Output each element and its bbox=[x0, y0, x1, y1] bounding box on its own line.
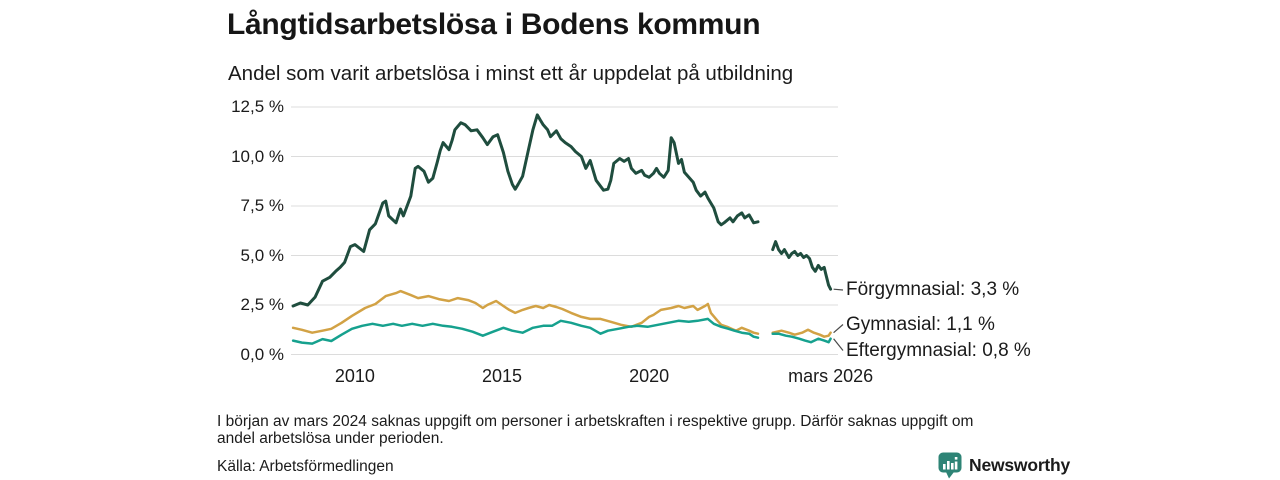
series-end-label-gymnasial: Gymnasial: 1,1 % bbox=[846, 313, 995, 335]
x-axis-tick: 2015 bbox=[481, 366, 523, 386]
x-axis-tick: 2020 bbox=[629, 366, 670, 386]
series-end-label-eftergymnasial: Eftergymnasial: 0,8 % bbox=[846, 339, 1031, 361]
page-title: Långtidsarbetslösa i Bodens kommun bbox=[227, 8, 761, 41]
x-axis-tick: mars 2026 bbox=[788, 366, 874, 386]
footnote-line-1: I början av mars 2024 saknas uppgift om … bbox=[217, 413, 974, 430]
series-end-label-forgymnasial: Förgymnasial: 3,3 % bbox=[846, 279, 1020, 300]
y-axis-tick: 2,5 % bbox=[240, 295, 284, 314]
chart-subtitle: Andel som varit arbetslösa i minst ett å… bbox=[228, 62, 794, 85]
newsworthy-badge-bar-chart-icon bbox=[938, 452, 962, 479]
x-axis-tick: 2010 bbox=[334, 366, 375, 386]
y-axis-tick: 0,0 % bbox=[240, 344, 284, 364]
source-note: Källa: Arbetsförmedlingen bbox=[217, 458, 394, 475]
y-axis-tick: 10,0 % bbox=[231, 146, 284, 166]
label-connectors bbox=[833, 288, 844, 351]
y-axis-tick: 12,5 % bbox=[231, 97, 284, 116]
y-axis-tick: 7,5 % bbox=[240, 196, 284, 215]
newsworthy-logo: Newsworthy bbox=[938, 452, 1070, 479]
footnote-line-2: andel arbetslösa under perioden. bbox=[217, 430, 444, 447]
series-lines bbox=[291, 113, 833, 345]
gridlines bbox=[291, 106, 838, 355]
y-axis-tick: 5,0 % bbox=[240, 245, 284, 265]
newsworthy-wordmark: Newsworthy bbox=[969, 455, 1071, 475]
